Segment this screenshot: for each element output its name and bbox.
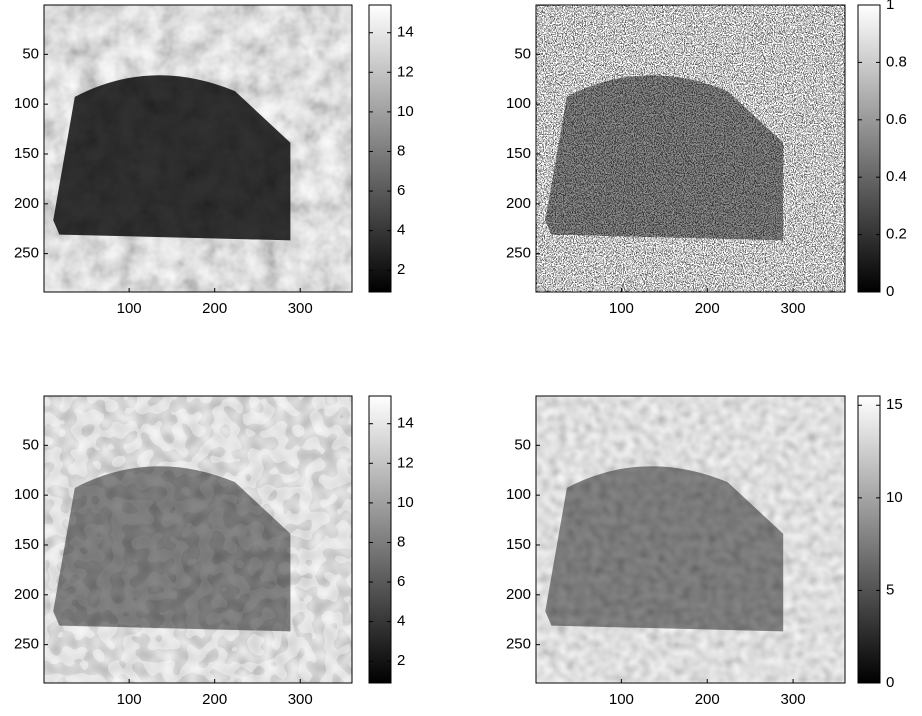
colorbar [369, 5, 391, 292]
x-tick-label: 200 [202, 691, 227, 708]
x-tick-label: 300 [781, 691, 806, 708]
colorbar-tick-label: 4 [397, 613, 405, 630]
x-tick-label: 300 [781, 300, 806, 317]
y-tick-label: 150 [14, 536, 39, 553]
colorbar-tick-label: 4 [397, 222, 405, 239]
figure: 1002003005010015020025024681012141002003… [0, 0, 922, 711]
y-tick-label: 50 [22, 45, 39, 62]
y-tick-label: 100 [506, 95, 531, 112]
y-tick-label: 150 [14, 145, 39, 162]
y-tick-label: 250 [14, 245, 39, 262]
x-tick-label: 200 [695, 691, 720, 708]
colorbar-tick-label: 6 [397, 573, 405, 590]
colorbar-tick-label: 12 [397, 63, 414, 80]
colorbar-tick-label: 0.2 [886, 226, 907, 243]
x-tick-label: 100 [117, 300, 142, 317]
y-tick-label: 50 [514, 45, 531, 62]
x-tick-label: 100 [609, 691, 634, 708]
colorbar-tick-label: 0.8 [886, 53, 907, 70]
x-tick-label: 200 [695, 300, 720, 317]
colorbar-tick-label: 2 [397, 652, 405, 669]
x-tick-label: 100 [117, 691, 142, 708]
colorbar-tick-label: 5 [886, 581, 894, 598]
y-tick-label: 250 [14, 636, 39, 653]
x-tick-label: 300 [288, 691, 313, 708]
colorbar-tick-label: 12 [397, 454, 414, 471]
colorbar [369, 396, 391, 683]
colorbar-tick-label: 8 [397, 533, 405, 550]
y-tick-label: 250 [506, 636, 531, 653]
y-tick-label: 100 [14, 486, 39, 503]
colorbar-tick-label: 0 [886, 674, 894, 691]
y-tick-label: 150 [506, 536, 531, 553]
x-tick-label: 200 [202, 300, 227, 317]
y-tick-label: 150 [506, 145, 531, 162]
colorbar-tick-label: 0.4 [886, 168, 907, 185]
y-tick-label: 50 [514, 436, 531, 453]
colorbar-tick-label: 6 [397, 182, 405, 199]
colorbar-tick-label: 8 [397, 142, 405, 159]
colorbar-tick-label: 10 [886, 489, 903, 506]
x-tick-label: 300 [288, 300, 313, 317]
colorbar-tick-label: 10 [397, 103, 414, 120]
colorbar-tick-label: 1 [886, 0, 894, 13]
colorbar [858, 396, 880, 683]
y-tick-label: 200 [506, 586, 531, 603]
y-tick-label: 200 [506, 195, 531, 212]
y-tick-label: 50 [22, 436, 39, 453]
colorbar-tick-label: 0 [886, 283, 894, 300]
colorbar-tick-label: 2 [397, 261, 405, 278]
y-tick-label: 100 [506, 486, 531, 503]
y-tick-label: 100 [14, 95, 39, 112]
y-tick-label: 200 [14, 195, 39, 212]
y-tick-label: 250 [506, 245, 531, 262]
x-tick-label: 100 [609, 300, 634, 317]
colorbar-tick-label: 10 [397, 494, 414, 511]
colorbar-tick-label: 15 [886, 396, 903, 413]
colorbar [858, 5, 880, 292]
colorbar-tick-label: 0.6 [886, 111, 907, 128]
y-tick-label: 200 [14, 586, 39, 603]
colorbar-tick-label: 14 [397, 415, 414, 432]
colorbar-tick-label: 14 [397, 24, 414, 41]
